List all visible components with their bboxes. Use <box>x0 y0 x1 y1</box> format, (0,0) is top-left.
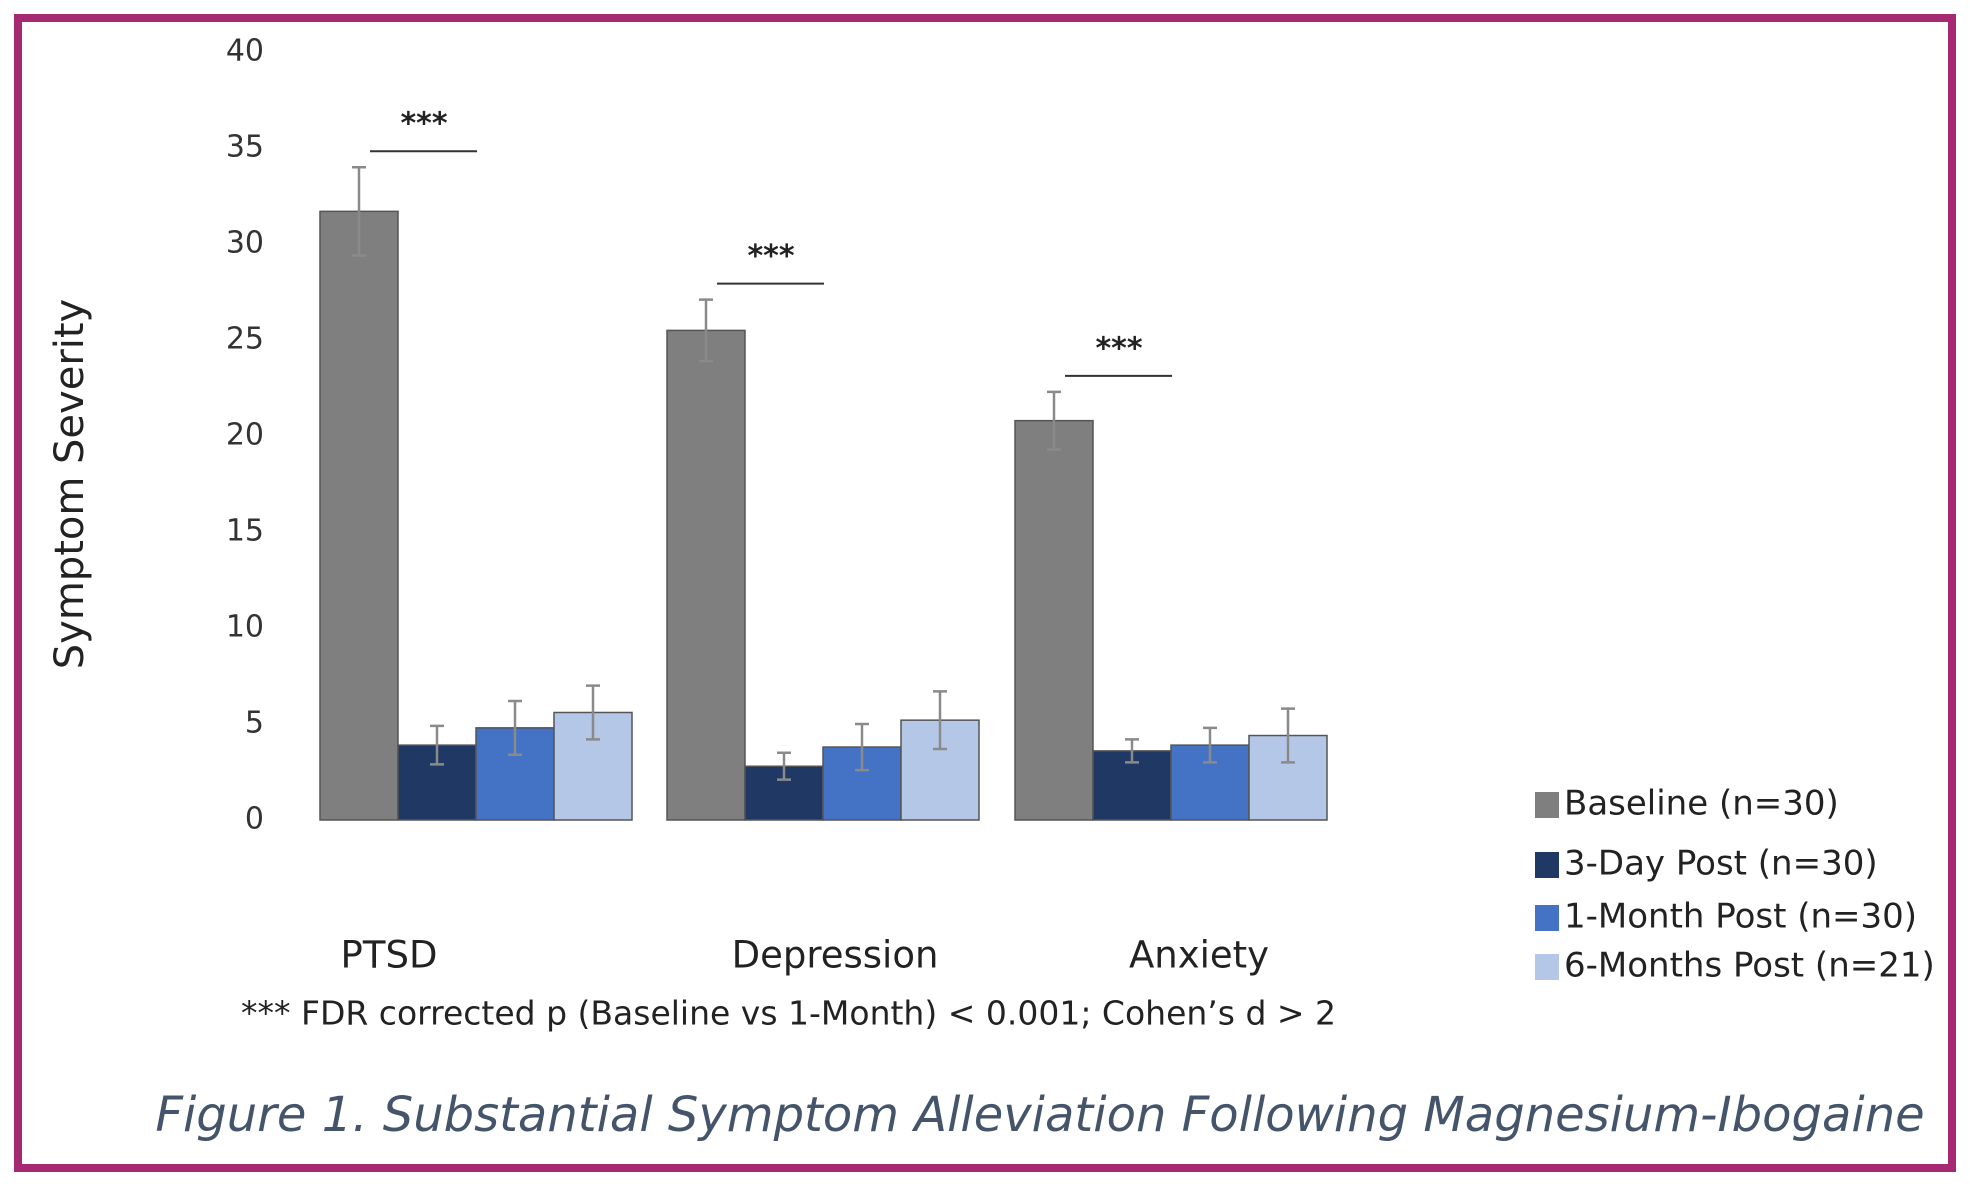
legend-swatch <box>1535 792 1559 818</box>
legend-swatch <box>1535 852 1559 878</box>
legend-label: 6-Months Post (n=21) <box>1564 946 1935 986</box>
y-tick-label: 25 <box>226 322 264 357</box>
y-tick-label: 30 <box>226 226 264 261</box>
y-tick-label: 20 <box>226 418 264 453</box>
error-bar <box>352 165 366 257</box>
error-bar <box>933 690 947 751</box>
x-tick-label: Depression <box>732 934 939 977</box>
y-tick-label: 35 <box>226 130 264 165</box>
x-tick-label: PTSD <box>341 934 438 977</box>
error-bar <box>1281 707 1295 764</box>
legend-label: Baseline (n=30) <box>1564 784 1839 824</box>
footnote: *** FDR corrected p (Baseline vs 1-Month… <box>241 994 1336 1033</box>
legend-swatch <box>1535 954 1559 980</box>
error-bar <box>586 684 600 741</box>
legend-label: 3-Day Post (n=30) <box>1564 844 1878 884</box>
bar <box>1014 419 1094 821</box>
error-bar <box>855 722 869 772</box>
error-bar <box>430 724 444 766</box>
error-bar <box>1125 738 1139 764</box>
y-tick-label: 5 <box>245 706 264 741</box>
y-tick-label: 0 <box>245 802 264 837</box>
y-axis-label: Symptom Severity <box>47 299 93 669</box>
significance-label: *** <box>1095 331 1142 366</box>
y-tick-label: 10 <box>226 610 264 645</box>
error-bar <box>1203 726 1217 764</box>
x-tick-label: Anxiety <box>1129 934 1269 977</box>
chart-title: Figure 1. Substantial Symptom Alleviatio… <box>155 1087 1924 1143</box>
y-tick-label: 40 <box>226 34 264 69</box>
legend-swatch <box>1535 905 1559 931</box>
legend-label: 1-Month Post (n=30) <box>1564 897 1917 937</box>
bar <box>319 210 399 821</box>
y-tick-label: 15 <box>226 514 264 549</box>
bar <box>666 329 746 821</box>
frame <box>14 14 1956 1172</box>
error-bar <box>508 699 522 756</box>
error-bar <box>699 298 713 363</box>
significance-label: *** <box>747 239 794 274</box>
significance-label: *** <box>400 107 447 142</box>
error-bar <box>777 751 791 781</box>
error-bar <box>1047 390 1061 451</box>
